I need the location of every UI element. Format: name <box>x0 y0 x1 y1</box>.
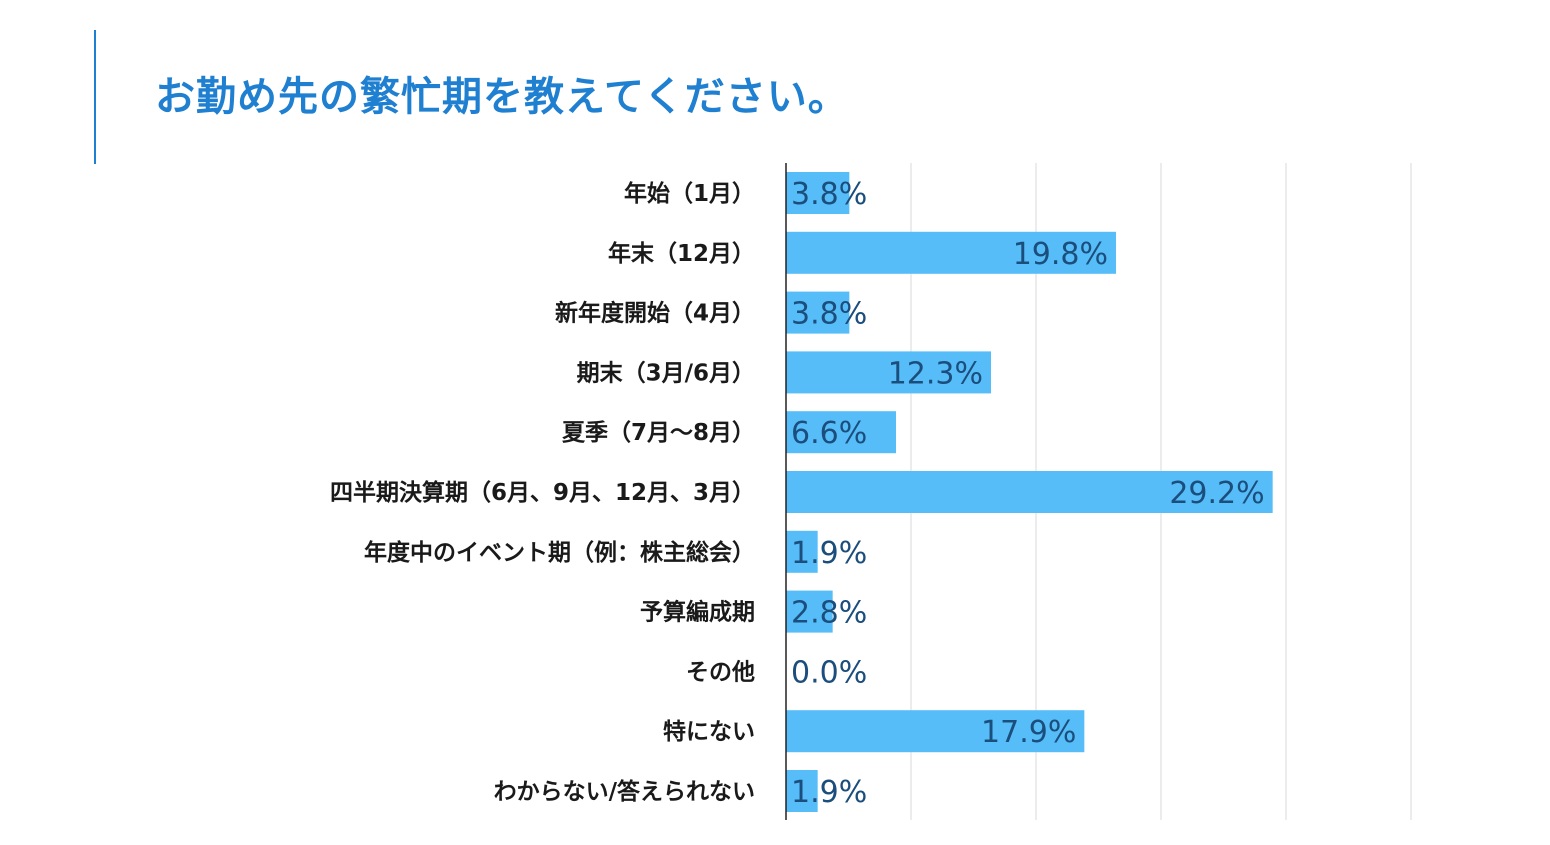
value-label: 3.8% <box>791 297 867 332</box>
value-label: 1.9% <box>791 775 867 810</box>
category-label: 夏季（7月～8月） <box>562 419 755 446</box>
bar <box>786 590 833 633</box>
bar <box>786 770 818 812</box>
category-label: 年末（12月） <box>608 240 755 267</box>
bar <box>786 710 1085 753</box>
category-label: 年度中のイベント期（例：株主総会） <box>364 539 755 566</box>
category-label: 年始（1月） <box>624 180 755 207</box>
category-label: 四半期決算期（6月、9月、12月、3月） <box>330 479 755 506</box>
title-accent-line <box>94 30 96 164</box>
chart-title: お勤め先の繁忙期を教えてください。 <box>155 74 849 120</box>
category-labels: 年始（1月） 年末（12月） 新年度開始（4月） 期末（3月/6月） 夏季（7月～8月）… <box>330 180 755 805</box>
value-label: 19.8% <box>1013 237 1108 272</box>
bar <box>786 530 818 573</box>
value-label: 17.9% <box>981 715 1076 750</box>
category-label: 新年度開始（4月） <box>555 300 755 327</box>
bar <box>786 411 896 454</box>
value-label: 6.6% <box>791 416 867 451</box>
category-label: 期末（3月/6月） <box>577 359 755 386</box>
bar <box>786 471 1273 513</box>
bar <box>786 291 850 334</box>
value-label: 1.9% <box>791 536 867 571</box>
value-label: 29.2% <box>1169 476 1264 511</box>
bars <box>786 172 1273 812</box>
bar <box>786 351 991 394</box>
category-label: 特にない <box>663 719 755 745</box>
value-labels: 3.8% 19.8% 3.8% 12.3% 6.6% 29.2% 1.9% 2.8% 0.0% 1… <box>791 177 1265 810</box>
category-label: その他 <box>686 659 755 685</box>
value-label: 12.3% <box>888 356 983 391</box>
value-label: 3.8% <box>791 177 867 212</box>
value-label: 0.0% <box>791 655 867 690</box>
category-label: 予算編成期 <box>640 599 755 626</box>
bar <box>786 172 850 214</box>
value-label: 2.8% <box>791 596 867 631</box>
category-label: わからない/答えられない <box>494 778 755 805</box>
bar <box>786 231 1116 274</box>
